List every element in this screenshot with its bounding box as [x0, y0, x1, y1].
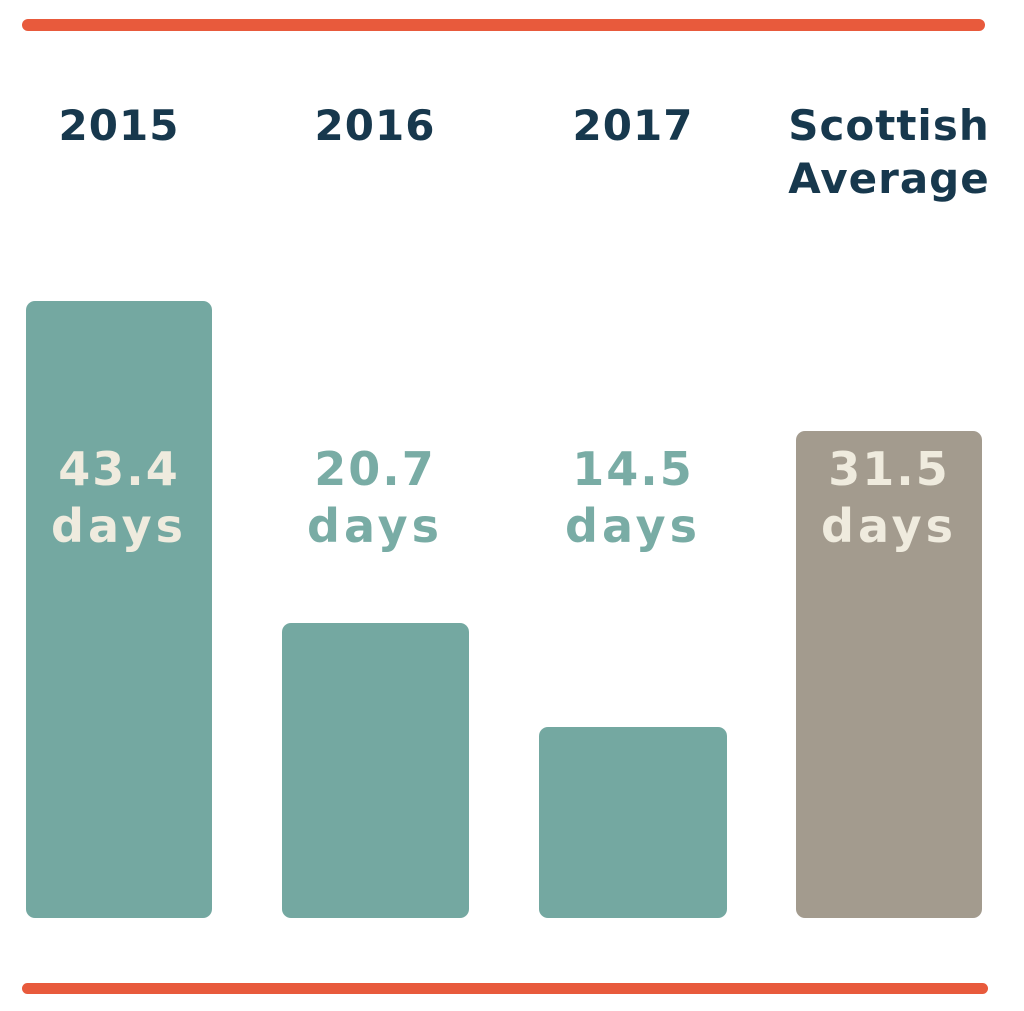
value-unit: days [307, 499, 443, 553]
value-unit: days [821, 499, 957, 553]
top-accent-rule [22, 19, 985, 31]
value-unit: days [565, 499, 701, 553]
header-line: 2015 [58, 101, 180, 150]
bar-2016 [282, 623, 469, 918]
header-line: Scottish [788, 101, 990, 150]
value-number: 43.4 [58, 442, 180, 496]
bar-scottish-average [796, 431, 982, 918]
column-header-2016: 2016 [265, 99, 485, 152]
column-header-2015: 2015 [9, 99, 229, 152]
value-label-2016: 20.7 days [265, 441, 485, 555]
bottom-accent-rule [22, 983, 988, 994]
column-header-scottish-average: Scottish Average [779, 99, 999, 205]
value-number: 14.5 [572, 442, 694, 496]
value-number: 20.7 [314, 442, 436, 496]
value-label-2015: 43.4 days [9, 441, 229, 555]
header-line: 2017 [572, 101, 694, 150]
column-header-2017: 2017 [523, 99, 743, 152]
header-line: Average [788, 154, 990, 203]
value-label-2017: 14.5 days [523, 441, 743, 555]
value-unit: days [51, 499, 187, 553]
header-line: 2016 [314, 101, 436, 150]
value-label-scottish-average: 31.5 days [779, 441, 999, 555]
value-number: 31.5 [828, 442, 950, 496]
bar-2015 [26, 301, 212, 918]
bar-2017 [539, 727, 727, 918]
